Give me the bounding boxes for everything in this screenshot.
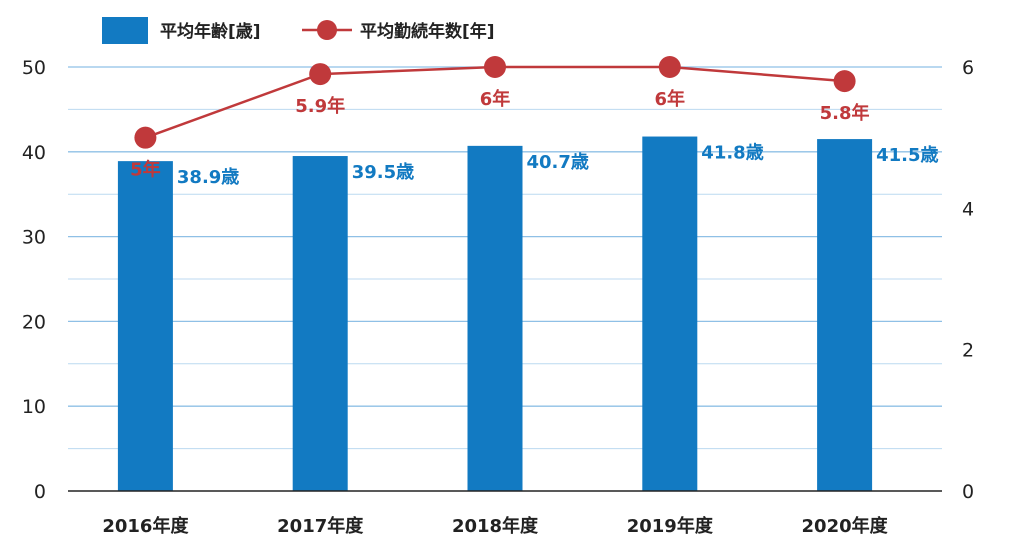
x-tick-label: 2020年度 [802, 515, 889, 537]
x-tick-label: 2019年度 [627, 515, 714, 537]
tenure-marker-2 [484, 56, 506, 78]
age-value-label: 39.5歳 [352, 162, 414, 183]
legend-label-tenure: 平均勤続年数[年] [360, 21, 495, 42]
y-left-tick-label: 0 [34, 481, 46, 503]
bar-4 [817, 139, 873, 491]
y-right-tick-label: 2 [962, 340, 974, 362]
legend-label-age: 平均年齢[歳] [160, 21, 261, 42]
bar-2 [467, 145, 523, 491]
tenure-value-label: 6年 [480, 88, 511, 110]
age-value-label: 40.7歳 [527, 152, 589, 173]
y-right-tick-label: 0 [962, 481, 974, 503]
tenure-value-label: 6年 [655, 88, 686, 110]
y-left-tick-label: 50 [22, 57, 46, 79]
data-labels: 38.9歳 39.5歳 40.7歳 41.8歳 41.5歳 5年 5.9年 6年 6年 5.8年 [130, 88, 938, 188]
age-value-label: 38.9歳 [177, 167, 239, 188]
tenure-marker-0 [134, 126, 157, 149]
tenure-marker-1 [309, 63, 332, 86]
legend-swatch-age [102, 17, 148, 44]
y-left-tick-label: 40 [22, 142, 46, 164]
legend-swatch-tenure-marker [317, 20, 337, 40]
y-left-tick-label: 10 [22, 396, 46, 418]
age-bars [117, 136, 873, 492]
x-tick-label: 2017年度 [277, 515, 364, 537]
x-tick-label: 2016年度 [102, 515, 189, 537]
tenure-marker-3 [658, 56, 681, 78]
x-tick-label: 2018年度 [452, 515, 539, 537]
tenure-line [134, 56, 856, 149]
y-right-tick-label: 4 [962, 198, 974, 220]
y-left-tick-label: 30 [22, 227, 46, 249]
age-value-label: 41.5歳 [876, 145, 938, 166]
bar-0 [117, 161, 173, 492]
bar-1 [292, 156, 348, 492]
age-value-label: 41.8歳 [701, 143, 763, 164]
y-left-tick-label: 20 [22, 311, 46, 333]
tenure-value-label: 5.9年 [295, 95, 345, 117]
y-right-tick-label: 6 [962, 57, 974, 79]
legend: 平均年齢[歳] 平均勤続年数[年] [102, 17, 495, 44]
axes: 0 10 20 30 40 50 0 2 4 6 2016年度 2017年度 2018年度 2019年度 2… [22, 57, 974, 537]
tenure-marker-4 [833, 70, 856, 93]
tenure-value-label: 5年 [130, 159, 161, 181]
tenure-value-label: 5.8年 [820, 102, 870, 124]
bar-3 [642, 136, 698, 491]
